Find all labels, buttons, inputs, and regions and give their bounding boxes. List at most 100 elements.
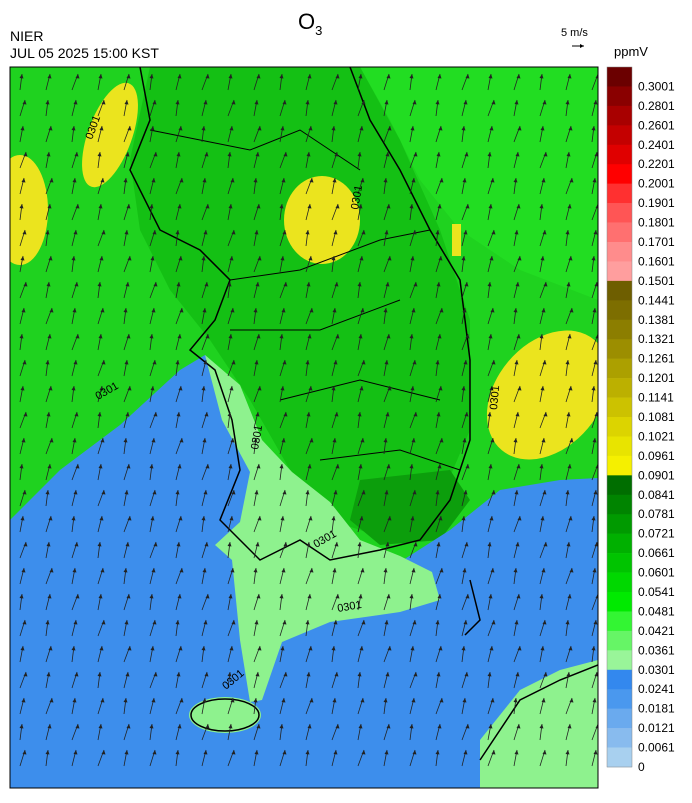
wind-arrow-head [335, 594, 340, 599]
wind-arrow-head [205, 594, 210, 599]
wind-arrow-head [20, 386, 25, 391]
wind-arrow-head [565, 620, 570, 625]
wind-arrow-head [124, 100, 129, 105]
wind-arrow-head [543, 542, 548, 547]
wind-arrow-head [463, 100, 468, 105]
wind-arrow-head [47, 724, 52, 729]
colorbar-label: 0.0841 [638, 488, 675, 502]
wind-arrow-head [231, 490, 236, 495]
wind-arrow-head [488, 204, 493, 209]
wind-arrow-head [256, 464, 261, 469]
wind-arrow-head [178, 256, 183, 261]
wind-arrow-head [514, 230, 519, 235]
wind-arrow-head [566, 152, 571, 157]
wind-arrow-head [204, 412, 209, 417]
wind-arrow-head [123, 308, 128, 313]
wind-arrow-head [568, 256, 573, 261]
wind-arrow-head [513, 568, 518, 573]
wind-arrow-head [201, 516, 206, 521]
wind-arrow-head [569, 698, 574, 703]
wind-arrow-head [73, 100, 78, 105]
wind-arrow-head [23, 672, 28, 677]
wind-arrow-head [567, 204, 572, 209]
wind-arrow-head [176, 152, 181, 157]
title: O3 [298, 9, 322, 38]
wind-arrow-head [127, 126, 132, 131]
wind-arrow-head [203, 750, 208, 755]
wind-arrow-head [255, 282, 260, 287]
wind-arrow-head [127, 516, 132, 521]
wind-arrow-head [360, 438, 365, 443]
wind-arrow-head [567, 74, 572, 79]
wind-arrow-head [149, 204, 154, 209]
wind-arrow-head [409, 594, 414, 599]
ozone-field [10, 155, 48, 265]
wind-arrow-head [47, 464, 52, 469]
wind-arrow-head [489, 256, 494, 261]
wind-arrow-head [331, 386, 336, 391]
colorbar-cell [607, 183, 632, 204]
wind-arrow-head [592, 698, 597, 703]
wind-arrow-head [540, 646, 545, 651]
wind-arrow-head [514, 490, 519, 495]
wind-arrow-head [19, 334, 24, 339]
wind-arrow-head [152, 100, 157, 105]
wind-arrow-head [307, 204, 312, 209]
wind-arrow-head [464, 412, 469, 417]
wind-arrow-head [411, 568, 416, 573]
wind-arrow-head [72, 308, 77, 313]
wind-arrow-head [465, 204, 470, 209]
wind-arrow-head [49, 698, 54, 703]
contour-label: 0301 [349, 184, 365, 210]
wind-arrow-head [386, 74, 391, 79]
wind-arrow-head [149, 464, 154, 469]
colorbar-cell [607, 164, 632, 184]
wind-arrow-head [75, 464, 80, 469]
wind-arrow-head [565, 490, 570, 495]
wind-arrow-head [516, 334, 521, 339]
ozone-field [10, 67, 598, 300]
wind-arrow-head [594, 672, 598, 677]
wind-arrow-head [541, 308, 546, 313]
wind-arrow-head [465, 334, 470, 339]
wind-arrow-head [308, 386, 313, 391]
wind-arrow-head [591, 256, 596, 261]
wind-arrow-head [205, 724, 210, 729]
wind-arrow-head [539, 74, 544, 79]
wind-arrow-head [99, 256, 104, 261]
wind-arrow-head [75, 74, 80, 79]
wind-arrow-head [435, 490, 440, 495]
wind-arrow-head [228, 464, 233, 469]
wind-arrow-head [461, 126, 466, 131]
ozone-field [189, 697, 261, 733]
wind-arrow-head [333, 230, 338, 235]
wind-arrow-head [412, 360, 417, 365]
wind-arrow-head [204, 672, 209, 677]
wind-arrow-head [569, 178, 574, 183]
wind-arrow-head [595, 334, 598, 339]
wind-arrow-head [595, 464, 598, 469]
wind-arrow-head [255, 412, 260, 417]
wind-arrow-head [568, 386, 573, 391]
wind-arrow-head [360, 568, 365, 573]
wind-arrow-head [201, 646, 206, 651]
wind-arrow-head [487, 672, 492, 677]
ozone-field [82, 82, 138, 188]
wind-arrow-head [463, 750, 468, 755]
wind-arrow-head [201, 386, 206, 391]
colorbar-cell [607, 747, 632, 768]
wind-arrow-head [253, 568, 258, 573]
wind-arrow-head [435, 230, 440, 235]
wind-arrow-head [306, 282, 311, 287]
wind-arrow-head [280, 256, 285, 261]
wind-arrow-head [593, 490, 598, 495]
colorbar-label: 0.1501 [638, 274, 675, 288]
wind-arrow-head [413, 282, 418, 287]
colorbar-cell [607, 494, 632, 515]
wind-arrow-head [439, 438, 444, 443]
colorbar-label: 0.2601 [638, 118, 675, 132]
colorbar-label: 0.1801 [638, 216, 675, 230]
wind-arrow-head [21, 438, 26, 443]
wind-arrow-head [151, 568, 156, 573]
wind-arrow-head [20, 516, 25, 521]
